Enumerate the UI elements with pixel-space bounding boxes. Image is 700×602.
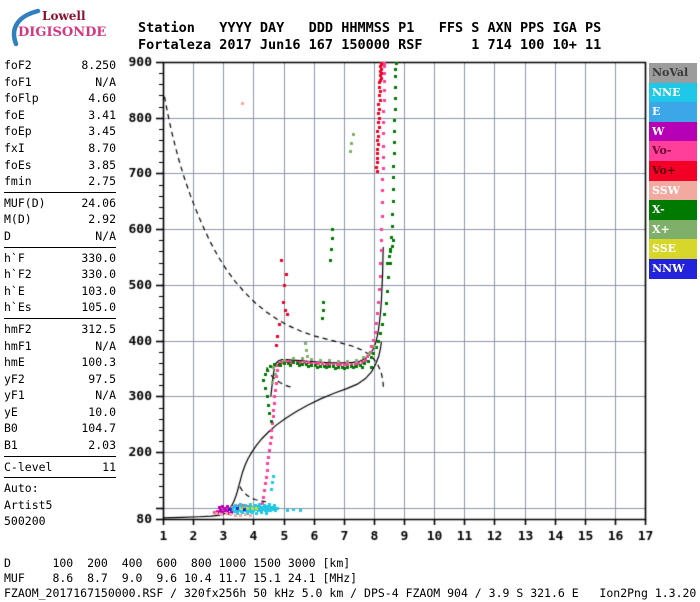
legend-item-nnw[interactable]: NNW: [649, 258, 697, 279]
legend-item-vo+[interactable]: Vo+: [649, 160, 697, 181]
legend-item-ssw[interactable]: SSW: [649, 180, 697, 201]
legend-item-nne[interactable]: NNE: [649, 82, 697, 103]
footer-d-row: D 100 200 400 600 800 1000 1500 3000 [km…: [4, 556, 351, 570]
footer-file-row: FZAOM_2017167150000.RSF / 320fx256h 50 k…: [4, 586, 697, 601]
legend-item-w[interactable]: W: [649, 121, 697, 142]
legend-item-e[interactable]: E: [649, 102, 697, 122]
footer-info: D 100 200 400 600 800 1000 1500 3000 [km…: [4, 556, 696, 602]
legend-item-noval[interactable]: NoVal: [649, 63, 697, 83]
legend-item-x-[interactable]: X-: [649, 200, 697, 220]
legend-item-vo-[interactable]: Vo-: [649, 141, 697, 161]
legend-item-sse[interactable]: SSE: [649, 239, 697, 259]
polarization-legend: NoVal NNE E W Vo- Vo+ SSW X- X+ SSE NNW: [649, 63, 697, 279]
legend-item-x+[interactable]: X+: [649, 219, 697, 240]
footer-muf-row: MUF 8.6 8.7 9.0 9.6 10.4 11.7 15.1 24.1 …: [4, 571, 358, 586]
